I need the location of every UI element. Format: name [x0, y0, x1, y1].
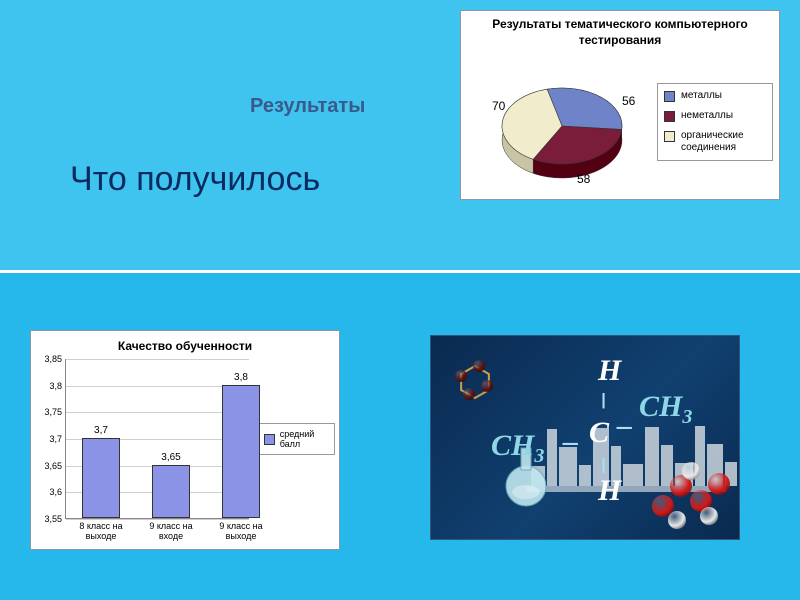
bar-value-label: 3,7: [94, 425, 108, 436]
bar-ytick: 3,75: [36, 407, 62, 417]
pie-legend-swatch-0: [664, 91, 675, 102]
pie-chart-panel: Результаты тематического компьютерного т…: [460, 10, 780, 200]
heading-small: Результаты: [250, 95, 365, 118]
chem-h-top: H: [598, 356, 621, 386]
pie-chart-plot: 56 58 70: [467, 54, 657, 189]
chem-ch3-left-sub: 3: [534, 445, 544, 467]
bar-value-label: 3,65: [161, 452, 180, 463]
bar-ytick: 3,8: [36, 381, 62, 391]
bar-category-label: 9 класс на выходе: [211, 522, 271, 542]
bar: [222, 385, 261, 518]
atom: [668, 511, 686, 529]
chem-dash-r: –: [617, 411, 632, 441]
bar-chart-panel: Качество обученности 3,55 3,6 3,65 3,7 3,75 3…: [30, 330, 340, 550]
bar-ytick: 3,85: [36, 354, 62, 364]
pie-legend-label-2: органические соединения: [681, 130, 766, 154]
chem-c: C: [589, 418, 609, 448]
bar-ytick: 3,6: [36, 487, 62, 497]
pie-legend-swatch-2: [664, 131, 675, 142]
atom: [700, 507, 718, 525]
pie-legend: металлы неметаллы органические соединени…: [657, 83, 773, 161]
bar-chart-title: Качество обученности: [35, 339, 335, 353]
chem-ch3-left-ch: CH: [491, 429, 534, 462]
bar-category-label: 8 класс на выходе: [71, 522, 131, 542]
chem-dash-top: –: [591, 394, 621, 409]
pie-legend-item: металлы: [664, 90, 766, 102]
bar: [82, 438, 121, 518]
pie-value-2: 70: [492, 99, 505, 113]
chem-ch3-right-sub: 3: [682, 406, 692, 428]
heading-big: Что получилось: [70, 160, 320, 199]
chem-ch3-right-ch: CH: [639, 390, 682, 423]
atom: [455, 370, 467, 382]
atom: [708, 473, 730, 495]
pie-value-1: 58: [577, 172, 590, 186]
bar: [152, 465, 191, 518]
bar-value-label: 3,8: [234, 372, 248, 383]
atom: [473, 360, 485, 372]
bar-legend: средний балл: [257, 423, 335, 455]
chem-dash-bot: –: [591, 459, 621, 474]
chem-dash-l: –: [563, 427, 578, 457]
atom: [682, 462, 700, 480]
atom: [481, 380, 493, 392]
bar-category-label: 9 класс на входе: [141, 522, 201, 542]
atom: [463, 388, 475, 400]
pie-legend-item: органические соединения: [664, 130, 766, 154]
chem-h-bot: H: [598, 476, 621, 506]
bar-chart-plot: 3,553,63,653,73,753,83,853,78 класс на в…: [65, 359, 249, 519]
pie-legend-item: неметаллы: [664, 110, 766, 122]
chemistry-image: H – CH3 – C – CH3 – H: [430, 335, 740, 540]
chem-ch3-right: CH3: [639, 392, 692, 427]
bar-ytick: 3,7: [36, 434, 62, 444]
pie-legend-label-0: металлы: [681, 90, 722, 102]
bar-ytick: 3,65: [36, 461, 62, 471]
pie-chart-title: Результаты тематического компьютерного т…: [467, 17, 773, 48]
bar-legend-label: средний балл: [280, 429, 328, 449]
pie-legend-label-1: неметаллы: [681, 110, 733, 122]
pie-legend-swatch-1: [664, 111, 675, 122]
bar-ytick: 3,55: [36, 514, 62, 524]
chem-ch3-left: CH3: [491, 431, 544, 466]
pie-value-0: 56: [622, 94, 635, 108]
bar-legend-swatch: [264, 434, 275, 445]
